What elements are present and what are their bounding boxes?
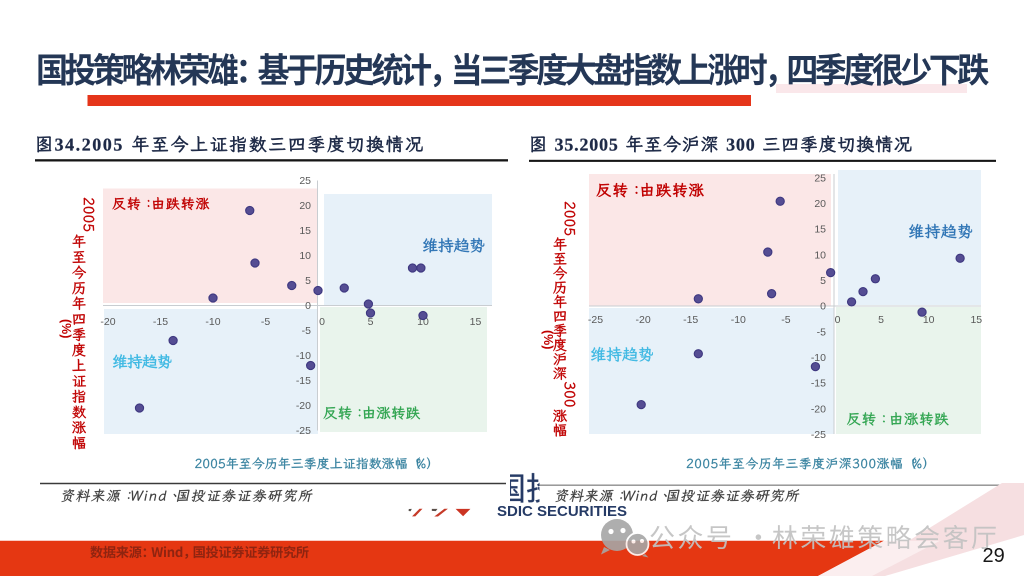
- svg-text:0: 0: [820, 301, 826, 313]
- svg-text:(%): (%): [541, 330, 555, 349]
- svg-text:-15: -15: [683, 314, 698, 326]
- svg-text:0: 0: [835, 314, 841, 326]
- svg-text:-15: -15: [811, 378, 826, 390]
- svg-text:-25: -25: [296, 425, 311, 437]
- svg-text:25: 25: [814, 172, 826, 184]
- svg-text:-10: -10: [731, 314, 746, 326]
- svg-text:-20: -20: [100, 316, 115, 328]
- svg-text:SDIC SECURITIES: SDIC SECURITIES: [497, 503, 627, 520]
- svg-text:-20: -20: [296, 400, 311, 412]
- svg-text:-5: -5: [302, 325, 311, 337]
- svg-text:10: 10: [417, 316, 429, 328]
- svg-text:-10: -10: [205, 316, 220, 328]
- svg-text:10: 10: [299, 250, 311, 262]
- svg-text:-10: -10: [811, 352, 826, 364]
- svg-text:15: 15: [299, 225, 311, 237]
- svg-text:-15: -15: [153, 316, 168, 328]
- svg-text:0: 0: [319, 316, 325, 328]
- svg-text:10: 10: [814, 249, 826, 261]
- svg-text:5: 5: [878, 314, 884, 326]
- svg-text:5: 5: [820, 275, 826, 287]
- svg-text:-25: -25: [588, 314, 603, 326]
- svg-text:-20: -20: [636, 314, 651, 326]
- svg-text:20: 20: [299, 200, 311, 212]
- svg-text:-10: -10: [296, 350, 311, 362]
- svg-text:15: 15: [814, 224, 826, 236]
- svg-text:-15: -15: [296, 375, 311, 387]
- svg-text:20: 20: [814, 198, 826, 210]
- svg-text:-5: -5: [817, 326, 826, 338]
- svg-text:(%): (%): [59, 319, 73, 338]
- svg-text:-5: -5: [781, 314, 790, 326]
- svg-text:-20: -20: [811, 403, 826, 415]
- svg-text:29: 29: [983, 545, 1005, 567]
- svg-text:-25: -25: [811, 429, 826, 441]
- svg-text:25: 25: [299, 175, 311, 187]
- svg-text:15: 15: [470, 316, 482, 328]
- svg-text:-5: -5: [261, 316, 270, 328]
- svg-text:10: 10: [923, 314, 935, 326]
- svg-text:5: 5: [368, 316, 374, 328]
- svg-text:5: 5: [305, 275, 311, 287]
- svg-text:0: 0: [305, 300, 311, 312]
- svg-text:15: 15: [970, 314, 982, 326]
